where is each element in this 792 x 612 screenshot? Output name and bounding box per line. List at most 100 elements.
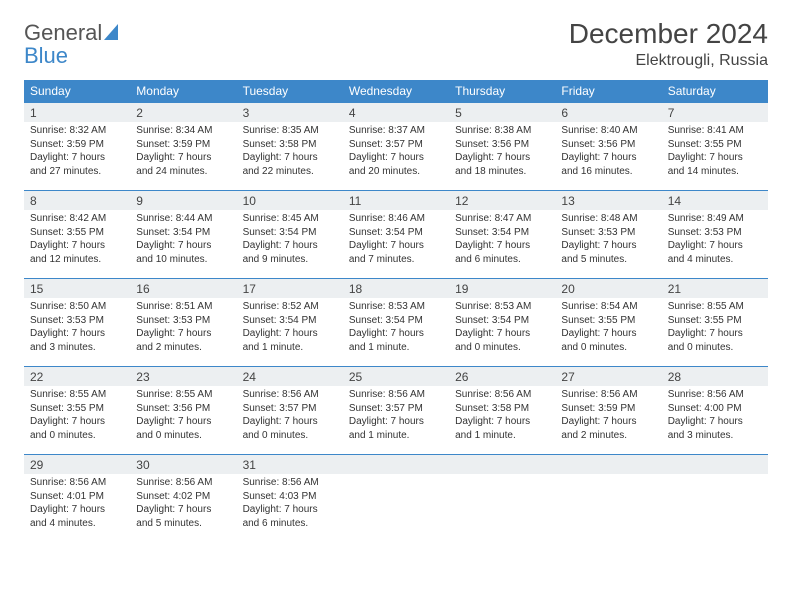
day-number: 22 [24, 367, 130, 386]
day-info: Sunrise: 8:54 AMSunset: 3:55 PMDaylight:… [555, 298, 661, 360]
daylight-text: Daylight: 7 hours and 0 minutes. [243, 415, 337, 442]
calendar-cell: 21Sunrise: 8:55 AMSunset: 3:55 PMDayligh… [662, 279, 768, 367]
sunset-text: Sunset: 3:54 PM [136, 226, 230, 240]
day-number: 16 [130, 279, 236, 298]
day-info: Sunrise: 8:50 AMSunset: 3:53 PMDaylight:… [24, 298, 130, 360]
calendar-cell: 4Sunrise: 8:37 AMSunset: 3:57 PMDaylight… [343, 103, 449, 191]
daylight-text: Daylight: 7 hours and 1 minute. [455, 415, 549, 442]
day-info: Sunrise: 8:56 AMSunset: 4:00 PMDaylight:… [662, 386, 768, 448]
daylight-text: Daylight: 7 hours and 6 minutes. [243, 503, 337, 530]
calendar-cell: 20Sunrise: 8:54 AMSunset: 3:55 PMDayligh… [555, 279, 661, 367]
calendar-cell: 29Sunrise: 8:56 AMSunset: 4:01 PMDayligh… [24, 455, 130, 543]
sunrise-text: Sunrise: 8:32 AM [30, 124, 124, 138]
sunrise-text: Sunrise: 8:51 AM [136, 300, 230, 314]
daylight-text: Daylight: 7 hours and 5 minutes. [136, 503, 230, 530]
day-number: 4 [343, 103, 449, 122]
calendar-cell: 28Sunrise: 8:56 AMSunset: 4:00 PMDayligh… [662, 367, 768, 455]
calendar-week-row: 22Sunrise: 8:55 AMSunset: 3:55 PMDayligh… [24, 367, 768, 455]
sunrise-text: Sunrise: 8:56 AM [561, 388, 655, 402]
day-info: Sunrise: 8:56 AMSunset: 4:01 PMDaylight:… [24, 474, 130, 536]
day-number-empty [662, 455, 768, 474]
day-number: 10 [237, 191, 343, 210]
daylight-text: Daylight: 7 hours and 7 minutes. [349, 239, 443, 266]
calendar-cell: 17Sunrise: 8:52 AMSunset: 3:54 PMDayligh… [237, 279, 343, 367]
day-number: 21 [662, 279, 768, 298]
day-number: 24 [237, 367, 343, 386]
day-number: 1 [24, 103, 130, 122]
sunrise-text: Sunrise: 8:56 AM [243, 388, 337, 402]
day-number-empty [343, 455, 449, 474]
calendar-cell: 27Sunrise: 8:56 AMSunset: 3:59 PMDayligh… [555, 367, 661, 455]
day-info: Sunrise: 8:47 AMSunset: 3:54 PMDaylight:… [449, 210, 555, 272]
day-info: Sunrise: 8:42 AMSunset: 3:55 PMDaylight:… [24, 210, 130, 272]
sunrise-text: Sunrise: 8:50 AM [30, 300, 124, 314]
sunrise-text: Sunrise: 8:56 AM [349, 388, 443, 402]
calendar-cell [343, 455, 449, 543]
day-number: 19 [449, 279, 555, 298]
logo-text-blue: Blue [24, 43, 68, 68]
logo-text-general: General [24, 20, 102, 45]
sunrise-text: Sunrise: 8:42 AM [30, 212, 124, 226]
daylight-text: Daylight: 7 hours and 2 minutes. [136, 327, 230, 354]
sunset-text: Sunset: 3:59 PM [561, 402, 655, 416]
day-number: 12 [449, 191, 555, 210]
calendar-cell [662, 455, 768, 543]
daylight-text: Daylight: 7 hours and 0 minutes. [455, 327, 549, 354]
day-number: 14 [662, 191, 768, 210]
header: General Blue December 2024 Elektrougli, … [24, 18, 768, 70]
weekday-header: Wednesday [343, 80, 449, 103]
day-info: Sunrise: 8:44 AMSunset: 3:54 PMDaylight:… [130, 210, 236, 272]
sunrise-text: Sunrise: 8:38 AM [455, 124, 549, 138]
calendar-cell: 25Sunrise: 8:56 AMSunset: 3:57 PMDayligh… [343, 367, 449, 455]
daylight-text: Daylight: 7 hours and 27 minutes. [30, 151, 124, 178]
day-info: Sunrise: 8:55 AMSunset: 3:56 PMDaylight:… [130, 386, 236, 448]
calendar-cell: 22Sunrise: 8:55 AMSunset: 3:55 PMDayligh… [24, 367, 130, 455]
sunrise-text: Sunrise: 8:56 AM [668, 388, 762, 402]
day-number-empty [449, 455, 555, 474]
sunset-text: Sunset: 4:00 PM [668, 402, 762, 416]
daylight-text: Daylight: 7 hours and 12 minutes. [30, 239, 124, 266]
calendar-cell: 18Sunrise: 8:53 AMSunset: 3:54 PMDayligh… [343, 279, 449, 367]
calendar-week-row: 15Sunrise: 8:50 AMSunset: 3:53 PMDayligh… [24, 279, 768, 367]
weekday-header: Thursday [449, 80, 555, 103]
day-number: 2 [130, 103, 236, 122]
calendar-cell: 16 Sunrise: 8:51 AMSunset: 3:53 PMDayligh… [130, 279, 236, 367]
day-number: 8 [24, 191, 130, 210]
calendar-cell: 2Sunrise: 8:34 AMSunset: 3:59 PMDaylight… [130, 103, 236, 191]
day-number: 31 [237, 455, 343, 474]
sunset-text: Sunset: 3:56 PM [561, 138, 655, 152]
sunset-text: Sunset: 3:54 PM [349, 226, 443, 240]
day-info: Sunrise: 8:56 AMSunset: 3:57 PMDaylight:… [237, 386, 343, 448]
sunrise-text: Sunrise: 8:53 AM [455, 300, 549, 314]
calendar-cell: 3Sunrise: 8:35 AMSunset: 3:58 PMDaylight… [237, 103, 343, 191]
day-info: Sunrise: 8:53 AMSunset: 3:54 PMDaylight:… [449, 298, 555, 360]
day-info: Sunrise: 8:40 AMSunset: 3:56 PMDaylight:… [555, 122, 661, 184]
sunset-text: Sunset: 3:53 PM [30, 314, 124, 328]
calendar-cell: 11Sunrise: 8:46 AMSunset: 3:54 PMDayligh… [343, 191, 449, 279]
day-info: Sunrise: 8:55 AMSunset: 3:55 PMDaylight:… [662, 298, 768, 360]
calendar-cell: 15Sunrise: 8:50 AMSunset: 3:53 PMDayligh… [24, 279, 130, 367]
weekday-header: Tuesday [237, 80, 343, 103]
sunset-text: Sunset: 3:55 PM [668, 138, 762, 152]
day-number: 28 [662, 367, 768, 386]
daylight-text: Daylight: 7 hours and 22 minutes. [243, 151, 337, 178]
day-info: Sunrise: 8:52 AMSunset: 3:54 PMDaylight:… [237, 298, 343, 360]
daylight-text: Daylight: 7 hours and 14 minutes. [668, 151, 762, 178]
sunset-text: Sunset: 3:53 PM [136, 314, 230, 328]
title-block: December 2024 Elektrougli, Russia [569, 18, 768, 70]
day-number: 20 [555, 279, 661, 298]
calendar-cell: 23Sunrise: 8:55 AMSunset: 3:56 PMDayligh… [130, 367, 236, 455]
day-number: 13 [555, 191, 661, 210]
day-number: 27 [555, 367, 661, 386]
sunset-text: Sunset: 3:54 PM [455, 314, 549, 328]
calendar-cell: 31Sunrise: 8:56 AMSunset: 4:03 PMDayligh… [237, 455, 343, 543]
sunset-text: Sunset: 3:59 PM [30, 138, 124, 152]
sunset-text: Sunset: 3:55 PM [30, 402, 124, 416]
sunset-text: Sunset: 4:02 PM [136, 490, 230, 504]
daylight-text: Daylight: 7 hours and 3 minutes. [30, 327, 124, 354]
day-info: Sunrise: 8:35 AMSunset: 3:58 PMDaylight:… [237, 122, 343, 184]
day-number: 23 [130, 367, 236, 386]
day-info: Sunrise: 8:48 AMSunset: 3:53 PMDaylight:… [555, 210, 661, 272]
daylight-text: Daylight: 7 hours and 0 minutes. [561, 327, 655, 354]
calendar-cell [449, 455, 555, 543]
